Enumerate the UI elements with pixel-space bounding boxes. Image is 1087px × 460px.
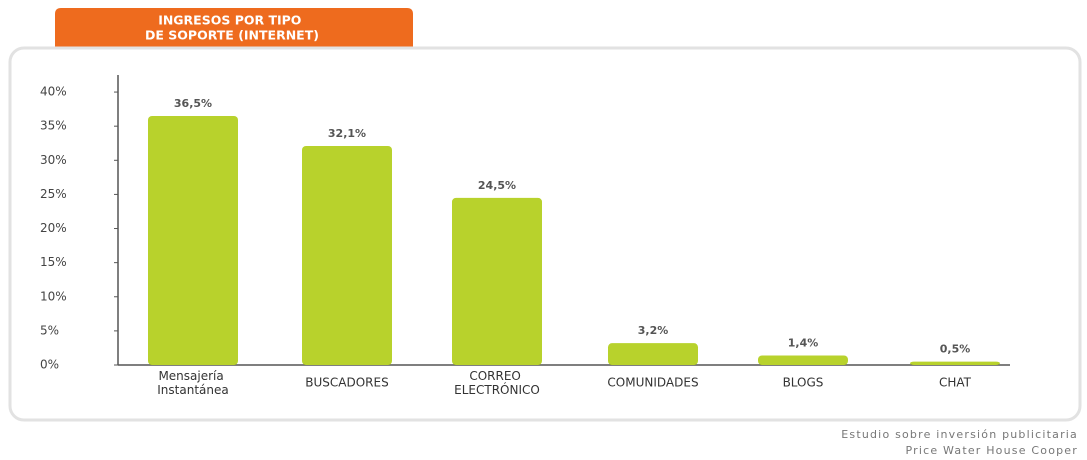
value-label: 24,5% <box>478 179 516 192</box>
y-tick-label: 10% <box>40 289 67 303</box>
value-label: 32,1% <box>328 127 366 140</box>
bar <box>302 145 392 365</box>
bar <box>452 197 542 365</box>
y-tick-label: 5% <box>40 323 59 337</box>
title-tab <box>55 8 413 48</box>
value-label: 36,5% <box>174 97 212 110</box>
x-tick-label: BLOGS <box>783 376 824 390</box>
bar <box>910 361 1000 365</box>
x-tick-label: Mensajería Instantánea <box>157 368 228 396</box>
bar <box>148 115 238 365</box>
bar <box>758 355 848 365</box>
panel <box>8 46 1082 422</box>
source: Price Water House Cooper <box>905 444 1078 457</box>
y-tick-label: 35% <box>40 119 67 133</box>
y-tick-label: 25% <box>40 187 67 201</box>
y-tick-label: 0% <box>40 358 59 372</box>
source: Estudio sobre inversión publicitaria <box>841 428 1078 441</box>
y-tick-label: 40% <box>40 85 67 99</box>
x-tick-label: COMUNIDADES <box>607 376 698 390</box>
bar <box>608 343 698 365</box>
value-label: 0,5% <box>940 343 971 356</box>
value-label: 3,2% <box>638 324 669 337</box>
y-tick-label: 15% <box>40 255 67 269</box>
chart-title: INGRESOS POR TIPO DE SOPORTE (INTERNET) <box>145 12 319 42</box>
x-tick-label: CHAT <box>939 376 972 390</box>
x-tick-label: CORREO ELECTRÓNICO <box>454 368 540 396</box>
value-label: 1,4% <box>788 336 819 349</box>
y-tick-label: 30% <box>40 153 67 167</box>
x-tick-label: BUSCADORES <box>305 376 388 390</box>
y-tick-label: 20% <box>40 221 67 235</box>
